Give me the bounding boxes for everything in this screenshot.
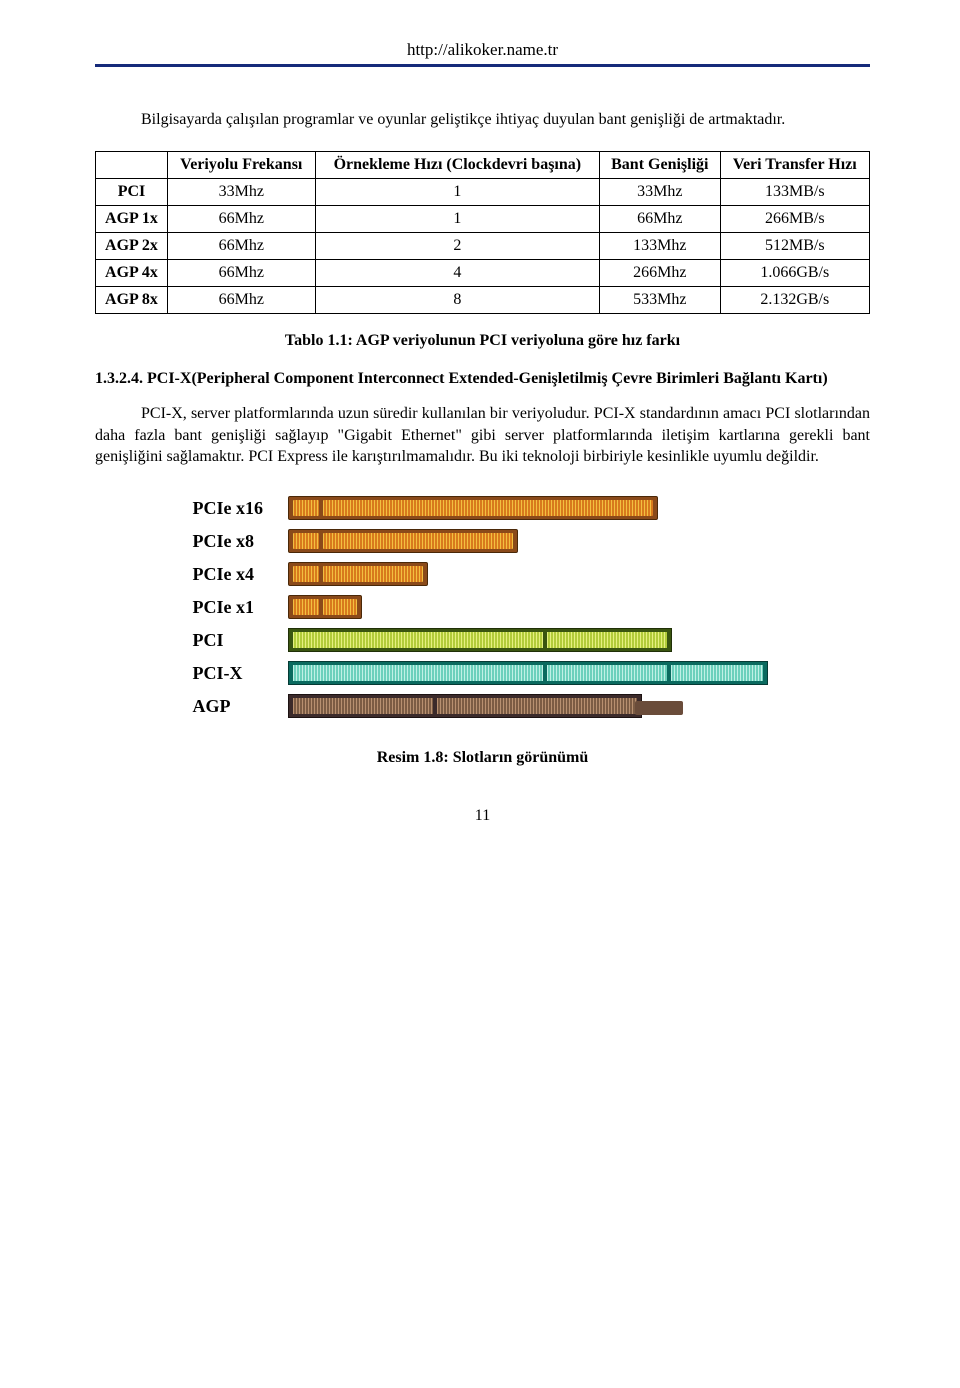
page: http://alikoker.name.tr Bilgisayarda çal… xyxy=(0,0,960,855)
slot-segment xyxy=(293,500,319,516)
section-heading: 1.3.2.4. PCI-X(Peripheral Component Inte… xyxy=(95,368,870,390)
table-head: Veriyolu Frekansı Örnekleme Hızı (Clockd… xyxy=(96,151,870,178)
table-row: AGP 8x66Mhz8533Mhz2.132GB/s xyxy=(96,286,870,313)
table-cell: 66Mhz xyxy=(167,259,315,286)
row-label: AGP 4x xyxy=(96,259,168,286)
table-cell: 66Mhz xyxy=(600,205,721,232)
table-cell: 266MB/s xyxy=(720,205,869,232)
body-text: PCI-X, server platformlarında uzun süred… xyxy=(95,405,870,465)
row-label: PCI xyxy=(96,178,168,205)
table-cell: 1 xyxy=(315,178,599,205)
slot-graphic xyxy=(288,661,773,686)
slot-row: AGP xyxy=(193,694,773,719)
slot-segment xyxy=(293,599,319,615)
slot-segment xyxy=(293,698,433,714)
slot-graphic xyxy=(288,595,773,620)
agp-slot-icon xyxy=(288,694,642,718)
pcie-slot-icon xyxy=(288,562,428,586)
row-label: AGP 2x xyxy=(96,232,168,259)
figure-caption: Resim 1.8: Slotların görünümü xyxy=(95,749,870,767)
agp-table: Veriyolu Frekansı Örnekleme Hızı (Clockd… xyxy=(95,151,870,314)
slot-segment xyxy=(323,599,357,615)
pci-slot-icon xyxy=(288,628,672,652)
th-2: Örnekleme Hızı (Clockdevri başına) xyxy=(315,151,599,178)
intro-paragraph: Bilgisayarda çalışılan programlar ve oyu… xyxy=(95,109,870,131)
table-cell: 266Mhz xyxy=(600,259,721,286)
row-label: AGP 1x xyxy=(96,205,168,232)
agp-tab xyxy=(635,701,683,715)
slot-segment xyxy=(293,566,319,582)
header-url: http://alikoker.name.tr xyxy=(95,40,870,60)
th-3: Bant Genişliği xyxy=(600,151,721,178)
table-cell: 4 xyxy=(315,259,599,286)
slot-row: PCIe x16 xyxy=(193,496,773,521)
th-4: Veri Transfer Hızı xyxy=(720,151,869,178)
table-cell: 533Mhz xyxy=(600,286,721,313)
row-label: AGP 8x xyxy=(96,286,168,313)
slot-label: PCI xyxy=(193,630,288,651)
body-paragraph: PCI-X, server platformlarında uzun süred… xyxy=(95,403,870,468)
slot-segment xyxy=(323,533,513,549)
slot-graphic xyxy=(288,529,773,554)
table-cell: 66Mhz xyxy=(167,232,315,259)
pcie-slot-icon xyxy=(288,496,658,520)
slot-segment xyxy=(547,632,667,648)
slot-segment xyxy=(437,698,637,714)
slot-label: AGP xyxy=(193,696,288,717)
pcie-slot-icon xyxy=(288,529,518,553)
table-cell: 8 xyxy=(315,286,599,313)
slot-segment xyxy=(293,665,543,681)
slot-row: PCIe x4 xyxy=(193,562,773,587)
pcie-slot-icon xyxy=(288,595,362,619)
table-cell: 2.132GB/s xyxy=(720,286,869,313)
slot-segment xyxy=(293,533,319,549)
table-row: AGP 2x66Mhz2133Mhz512MB/s xyxy=(96,232,870,259)
table-header-row: Veriyolu Frekansı Örnekleme Hızı (Clockd… xyxy=(96,151,870,178)
table-cell: 66Mhz xyxy=(167,286,315,313)
slot-graphic xyxy=(288,496,773,521)
table-cell: 33Mhz xyxy=(167,178,315,205)
header-rule xyxy=(95,64,870,67)
slot-label: PCIe x4 xyxy=(193,564,288,585)
slot-label: PCIe x1 xyxy=(193,597,288,618)
slot-row: PCIe x1 xyxy=(193,595,773,620)
slot-row: PCIe x8 xyxy=(193,529,773,554)
slot-segment xyxy=(323,566,423,582)
table-body: PCI33Mhz133Mhz133MB/sAGP 1x66Mhz166Mhz26… xyxy=(96,178,870,313)
page-number: 11 xyxy=(95,807,870,825)
slot-graphic xyxy=(288,562,773,587)
table-cell: 2 xyxy=(315,232,599,259)
table-cell: 66Mhz xyxy=(167,205,315,232)
table-cell: 1.066GB/s xyxy=(720,259,869,286)
table-cell: 133MB/s xyxy=(720,178,869,205)
table-cell: 133Mhz xyxy=(600,232,721,259)
table-cell: 33Mhz xyxy=(600,178,721,205)
section-title: PCI-X(Peripheral Component Interconnect … xyxy=(147,370,828,387)
slot-segment xyxy=(671,665,763,681)
slot-label: PCI-X xyxy=(193,663,288,684)
slot-label: PCIe x8 xyxy=(193,531,288,552)
th-0 xyxy=(96,151,168,178)
table-caption: Tablo 1.1: AGP veriyolunun PCI veriyolun… xyxy=(95,332,870,350)
slot-row: PCI xyxy=(193,628,773,653)
intro-text: Bilgisayarda çalışılan programlar ve oyu… xyxy=(141,111,785,128)
th-1: Veriyolu Frekansı xyxy=(167,151,315,178)
table-row: PCI33Mhz133Mhz133MB/s xyxy=(96,178,870,205)
pcix-slot-icon xyxy=(288,661,768,685)
slot-figure: PCIe x16 PCIe x8 PCIe x4 PCIe x1 PCI PCI-X AGP xyxy=(193,496,773,719)
table-cell: 1 xyxy=(315,205,599,232)
slot-segment xyxy=(323,500,653,516)
table-cell: 512MB/s xyxy=(720,232,869,259)
table-row: AGP 4x66Mhz4266Mhz1.066GB/s xyxy=(96,259,870,286)
slot-row: PCI-X xyxy=(193,661,773,686)
section-number: 1.3.2.4. xyxy=(95,370,143,387)
slot-graphic xyxy=(288,694,773,719)
slot-label: PCIe x16 xyxy=(193,498,288,519)
slot-segment xyxy=(293,632,543,648)
table-row: AGP 1x66Mhz166Mhz266MB/s xyxy=(96,205,870,232)
slot-segment xyxy=(547,665,667,681)
slot-graphic xyxy=(288,628,773,653)
